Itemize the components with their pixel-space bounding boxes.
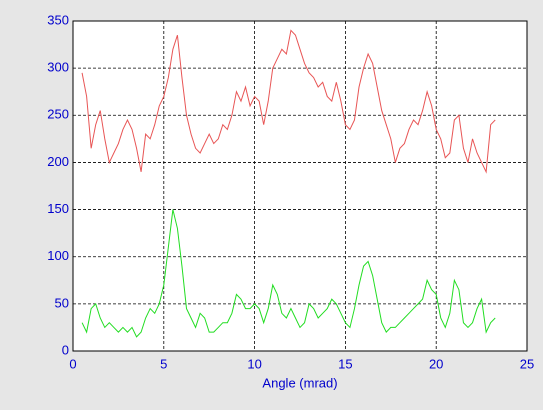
series-line [81, 29, 496, 174]
y-tick-label: 0 [62, 342, 69, 357]
y-tick-label: 150 [47, 201, 69, 216]
x-tick-label: 0 [69, 356, 76, 371]
x-tick-label: 10 [247, 356, 261, 371]
x-tick-label: 20 [429, 356, 443, 371]
series-line [81, 209, 496, 338]
y-tick-label: 300 [47, 60, 69, 75]
y-tick-label: 350 [47, 12, 69, 27]
y-tick-label: 100 [47, 248, 69, 263]
x-tick-label: 5 [160, 356, 167, 371]
x-tick-label: 15 [338, 356, 352, 371]
y-tick-label: 50 [55, 295, 69, 310]
x-axis-label: Angle (mrad) [262, 375, 337, 390]
y-tick-label: 200 [47, 154, 69, 169]
plot-area [72, 20, 528, 352]
y-tick-label: 250 [47, 107, 69, 122]
x-tick-label: 25 [520, 356, 534, 371]
